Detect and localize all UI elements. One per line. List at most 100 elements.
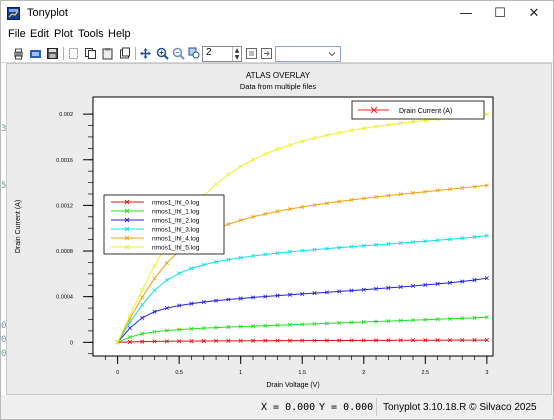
- zoom-out-icon[interactable]: [172, 47, 185, 60]
- data-point: [324, 290, 329, 295]
- data-point: [152, 309, 157, 314]
- data-point: [435, 317, 440, 322]
- menu-help[interactable]: Help: [108, 28, 131, 40]
- data-point: [312, 291, 317, 296]
- data-point: [386, 338, 391, 343]
- data-point: [423, 239, 428, 244]
- plot-canvas[interactable]: ATLAS OVERLAY Data from multiple files 0 0.…: [6, 63, 552, 395]
- data-point: [337, 199, 342, 204]
- data-point: [226, 222, 231, 227]
- data-point: [177, 271, 182, 276]
- plot-selector-dropdown[interactable]: [275, 46, 341, 62]
- data-point: [472, 315, 477, 320]
- data-point: [238, 218, 243, 223]
- zoom-in-icon[interactable]: [156, 47, 169, 60]
- x-tick-label: 2.5: [421, 370, 429, 376]
- data-point: [287, 142, 293, 148]
- y-tick-label: 0.0016: [56, 158, 73, 164]
- zoom-level-stepper[interactable]: 2 ▲ ▼: [202, 46, 242, 62]
- menu-edit[interactable]: Edit: [30, 28, 49, 40]
- menu-plot[interactable]: Plot: [54, 28, 73, 40]
- data-point: [324, 338, 329, 343]
- data-point: [287, 292, 293, 297]
- x-axis-label: Drain Voltage (V): [266, 382, 319, 389]
- menu-tools[interactable]: Tools: [78, 28, 104, 40]
- data-point: [361, 287, 366, 292]
- data-point: [201, 326, 206, 331]
- save-icon[interactable]: [46, 47, 59, 60]
- pan-icon[interactable]: [139, 47, 152, 60]
- data-point: [152, 288, 157, 293]
- data-point: [300, 204, 305, 210]
- data-point: [435, 281, 440, 286]
- toolbar-separator: [135, 47, 136, 60]
- background-text: 0: [1, 335, 7, 345]
- data-point: [152, 263, 157, 268]
- data-point: [275, 293, 280, 298]
- data-point: [263, 151, 268, 157]
- data-point: [127, 335, 133, 340]
- data-point: [447, 316, 453, 321]
- data-point: [349, 320, 354, 325]
- data-point: [226, 338, 231, 343]
- zoom-level-value: 2: [206, 47, 212, 58]
- data-point: [410, 190, 416, 196]
- chart-subtitle: Data from multiple files: [240, 82, 317, 91]
- data-point: [373, 338, 379, 343]
- data-point: [177, 303, 182, 308]
- data-point: [349, 338, 354, 343]
- data-point: [238, 164, 243, 169]
- zoom-box-icon[interactable]: [188, 47, 201, 60]
- data-point: [484, 183, 489, 188]
- data-point: [337, 130, 342, 135]
- document-icon[interactable]: [118, 47, 131, 60]
- title-bar[interactable]: Tonyplot — ☐ ✕: [1, 1, 553, 27]
- cut-icon[interactable]: [67, 47, 80, 60]
- data-point: [423, 338, 428, 343]
- print-icon[interactable]: [12, 47, 25, 60]
- stepper-arrows-icon[interactable]: ▲ ▼: [232, 47, 241, 61]
- data-point: [361, 338, 366, 343]
- copy-icon[interactable]: [84, 47, 97, 60]
- x-tick-label: 0.5: [175, 370, 183, 376]
- open-icon[interactable]: [29, 47, 42, 60]
- y-coordinate-readout: Y = 0.000: [319, 402, 374, 413]
- overlay-chart[interactable]: ATLAS OVERLAY Data from multiple files 0 0.…: [7, 64, 551, 394]
- data-point: [435, 238, 440, 243]
- data-point: [127, 313, 133, 318]
- status-divider: [376, 398, 377, 416]
- background-text: 0: [1, 321, 7, 331]
- data-point: [386, 241, 391, 247]
- data-point: [373, 286, 379, 291]
- data-point: [337, 245, 342, 250]
- data-point: [484, 276, 489, 281]
- data-point: [300, 248, 305, 253]
- data-point: [460, 316, 465, 321]
- data-point: [140, 287, 145, 292]
- paste-icon[interactable]: [101, 47, 114, 60]
- data-point: [127, 339, 133, 345]
- data-point: [164, 339, 169, 344]
- data-point: [238, 296, 243, 301]
- legend-marker-4: [124, 235, 130, 241]
- menu-file[interactable]: File: [8, 28, 26, 40]
- data-point: [386, 319, 391, 324]
- data-point: [484, 233, 489, 238]
- data-point: [213, 182, 219, 187]
- data-point: [201, 338, 206, 344]
- data-point: [447, 187, 453, 192]
- close-button[interactable]: ✕: [528, 6, 540, 21]
- data-point: [287, 322, 293, 327]
- capture-icon[interactable]: [245, 47, 258, 60]
- export-icon[interactable]: [260, 47, 273, 60]
- maximize-button[interactable]: ☐: [494, 6, 506, 21]
- minimize-button[interactable]: —: [459, 6, 473, 21]
- data-point: [337, 289, 342, 294]
- data-point: [435, 188, 440, 193]
- data-point: [201, 262, 206, 267]
- data-point: [226, 257, 231, 262]
- data-point: [460, 185, 465, 191]
- series-legend-box: [103, 194, 225, 255]
- data-point: [410, 283, 416, 289]
